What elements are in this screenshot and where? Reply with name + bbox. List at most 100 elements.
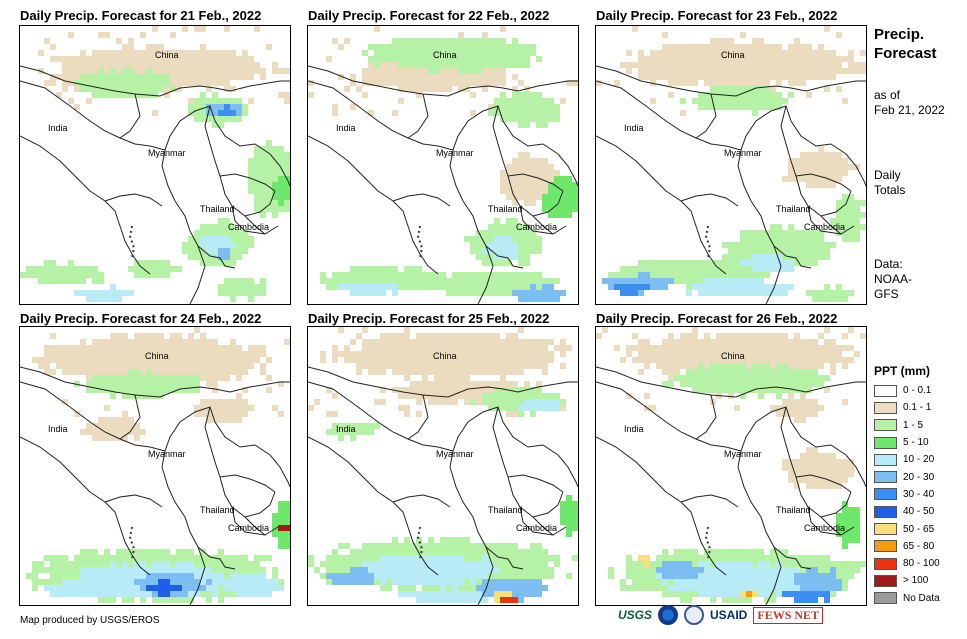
precip-cell xyxy=(428,62,434,68)
precip-cell xyxy=(740,272,746,278)
country-border xyxy=(507,474,564,493)
precip-cell xyxy=(818,230,824,236)
precip-cell xyxy=(110,435,116,441)
precip-cell xyxy=(746,363,752,369)
precip-cell xyxy=(218,573,224,579)
precip-cell xyxy=(542,567,548,573)
precip-cell xyxy=(818,44,824,50)
precip-cell xyxy=(170,333,176,339)
precip-cell xyxy=(332,429,338,435)
precip-cell xyxy=(68,56,74,62)
precip-cell xyxy=(800,477,806,483)
precip-cell xyxy=(158,597,164,603)
precip-cell xyxy=(92,272,98,278)
precip-cell xyxy=(164,92,170,98)
precip-cell xyxy=(698,74,704,80)
country-border xyxy=(204,406,276,518)
precip-cell xyxy=(206,56,212,62)
precip-cell xyxy=(86,345,92,351)
precip-cell xyxy=(746,56,752,62)
precip-cell xyxy=(278,543,284,549)
precip-cell xyxy=(110,80,116,86)
precip-cell xyxy=(194,254,200,260)
precip-cell xyxy=(530,278,536,284)
precip-cell xyxy=(278,525,284,531)
precip-cell xyxy=(680,80,686,86)
precip-cell xyxy=(452,62,458,68)
precip-cell xyxy=(80,272,86,278)
precip-cell xyxy=(284,543,290,549)
precip-cell xyxy=(494,351,500,357)
precip-cell xyxy=(518,561,524,567)
precip-cell xyxy=(194,104,200,110)
precip-cell xyxy=(530,98,536,104)
precip-cell xyxy=(116,50,122,56)
precip-cell xyxy=(500,260,506,266)
precip-cell xyxy=(428,80,434,86)
precip-cell xyxy=(662,369,668,375)
precip-cell xyxy=(740,351,746,357)
precip-cell xyxy=(800,573,806,579)
precip-cell xyxy=(524,579,530,585)
precip-cell xyxy=(122,417,128,423)
precip-cell xyxy=(284,200,290,206)
precip-cell xyxy=(530,284,536,290)
precip-cell xyxy=(848,459,854,465)
precip-cell xyxy=(770,74,776,80)
precip-cell xyxy=(842,224,848,230)
precip-cell xyxy=(224,345,230,351)
precip-cell xyxy=(440,555,446,561)
precip-cell xyxy=(104,290,110,296)
precip-cell xyxy=(494,272,500,278)
precip-cell xyxy=(398,561,404,567)
precip-cell xyxy=(812,176,818,182)
precip-cell xyxy=(848,62,854,68)
precip-cell xyxy=(92,549,98,555)
precip-cell xyxy=(230,278,236,284)
precip-cell xyxy=(470,597,476,603)
precip-cell xyxy=(224,104,230,110)
precip-cell xyxy=(224,573,230,579)
precip-cell xyxy=(830,471,836,477)
precip-cell xyxy=(260,74,266,80)
precip-cell xyxy=(848,531,854,537)
precip-cell xyxy=(242,363,248,369)
precip-cell xyxy=(392,284,398,290)
precip-cell xyxy=(236,74,242,80)
precip-cell xyxy=(356,423,362,429)
precip-cell xyxy=(182,345,188,351)
precip-cell xyxy=(656,68,662,74)
precip-cell xyxy=(200,561,206,567)
precip-cell xyxy=(410,363,416,369)
precip-cell xyxy=(746,345,752,351)
precip-cell xyxy=(80,86,86,92)
precip-cell xyxy=(506,351,512,357)
precip-cell xyxy=(374,363,380,369)
precip-cell xyxy=(758,381,764,387)
precip-cell xyxy=(800,585,806,591)
precip-cell xyxy=(458,555,464,561)
precip-cell xyxy=(362,543,368,549)
precip-cell xyxy=(134,549,140,555)
precip-cell xyxy=(842,200,848,206)
precip-cell xyxy=(548,351,554,357)
country-border xyxy=(219,474,276,493)
precip-cell xyxy=(104,567,110,573)
precip-cell xyxy=(458,537,464,543)
precip-cell xyxy=(386,62,392,68)
country-border xyxy=(244,516,266,536)
precip-cell xyxy=(92,290,98,296)
precip-cell xyxy=(128,387,134,393)
precip-cell xyxy=(116,290,122,296)
precip-cell xyxy=(524,98,530,104)
precip-cell xyxy=(320,278,326,284)
precip-cell xyxy=(698,290,704,296)
precip-cell xyxy=(668,363,674,369)
precip-cell xyxy=(770,339,776,345)
precip-cell xyxy=(146,56,152,62)
precip-cell xyxy=(782,585,788,591)
precip-cell xyxy=(812,363,818,369)
precip-cell xyxy=(212,375,218,381)
precip-cell xyxy=(806,158,812,164)
precip-cell xyxy=(848,50,854,56)
